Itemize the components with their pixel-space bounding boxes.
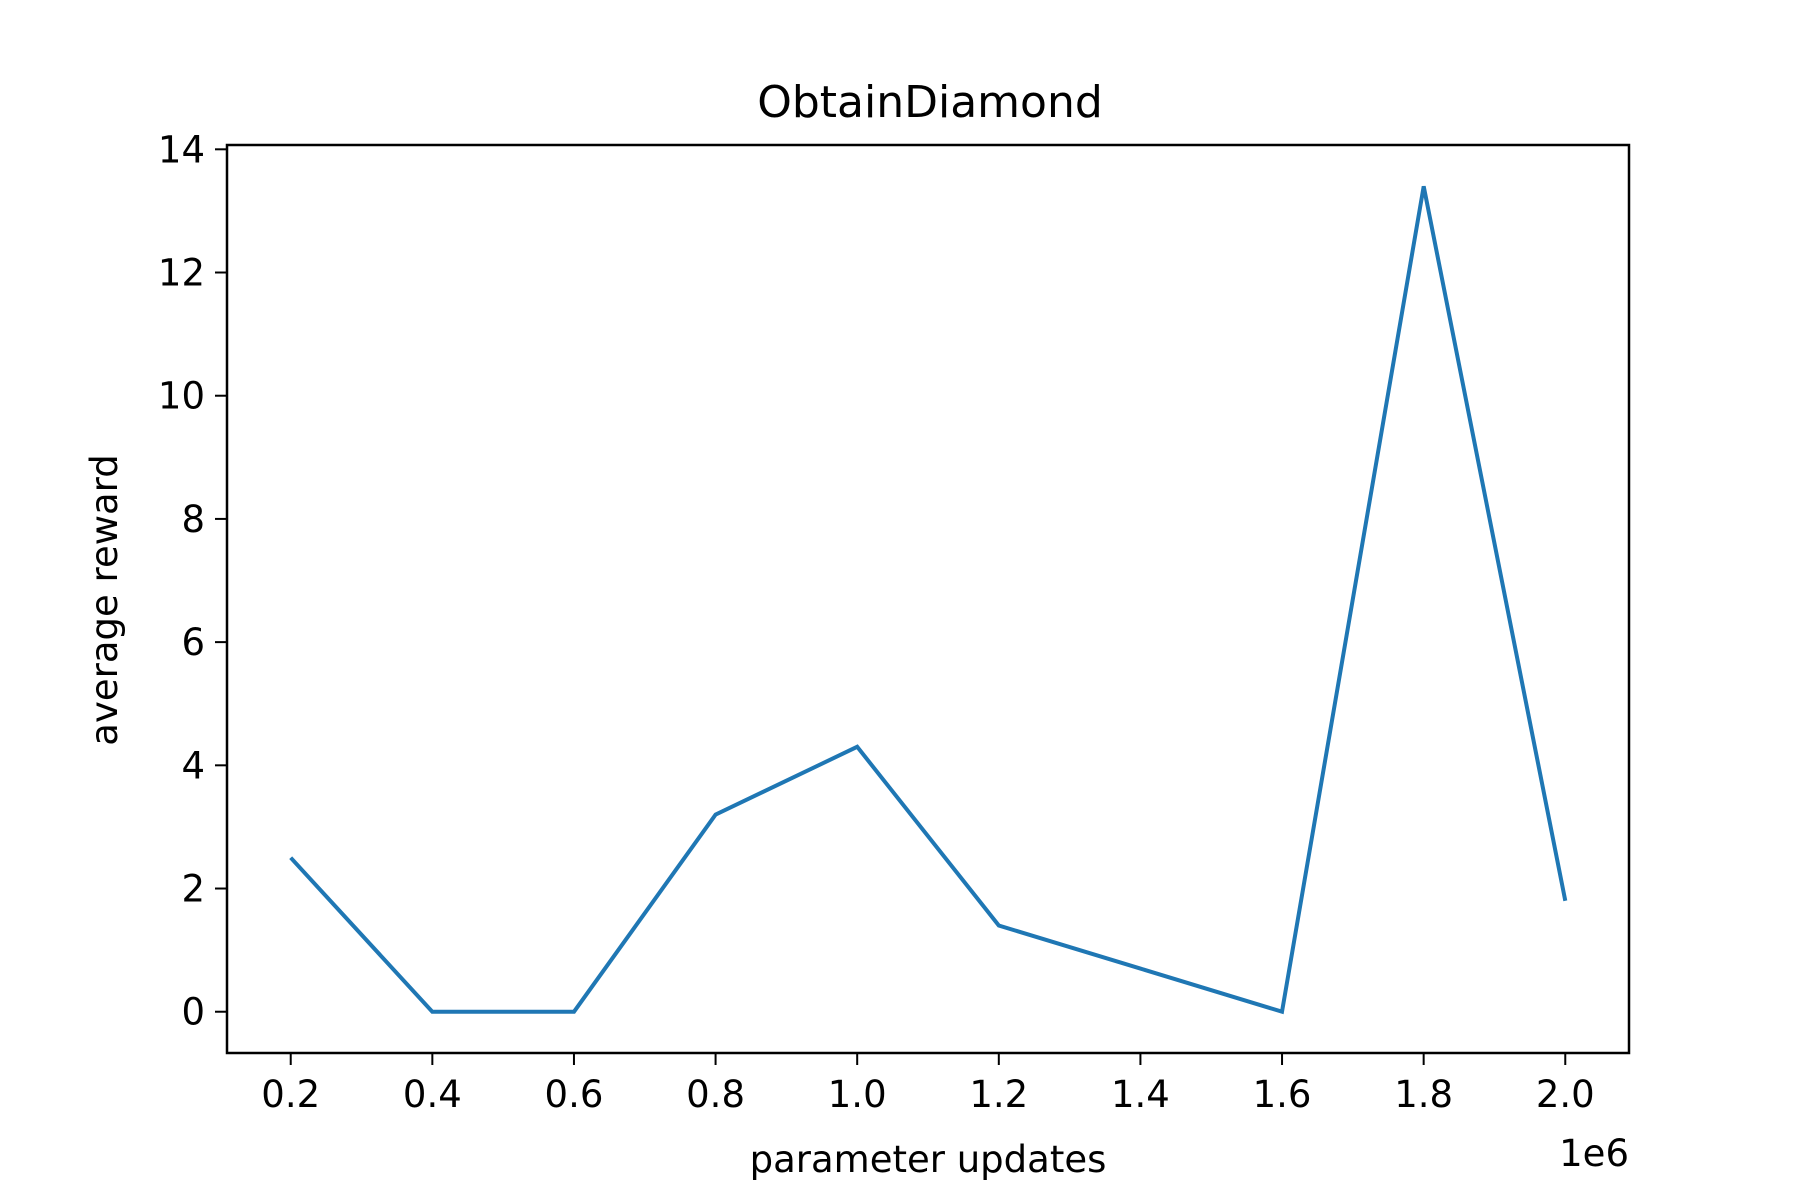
- x-tick-label: 0.6: [545, 1073, 604, 1116]
- x-tick-label: 1.0: [828, 1073, 887, 1116]
- series-layer: [289, 185, 1568, 1015]
- x-tick-label: 0.4: [403, 1073, 462, 1116]
- y-tick-label: 4: [181, 744, 205, 787]
- x-tick-label: 1.4: [1111, 1073, 1170, 1116]
- plot-frame: [225, 143, 1631, 1055]
- y-tick-label: 8: [181, 498, 205, 541]
- x-tick-label: 0.8: [686, 1073, 745, 1116]
- y-axis-label: average reward: [83, 454, 126, 745]
- y-axis-ticks: 0 2 4 6 8 10 12 14: [158, 128, 227, 1034]
- y-tick-label: 0: [181, 991, 205, 1034]
- x-axis-ticks: 0.2 0.4 0.6 0.8 1.0 1.2 1.4 1.6 1.8 2.0: [261, 1053, 1595, 1116]
- y-tick-label: 12: [158, 252, 205, 295]
- y-tick-label: 10: [158, 375, 205, 418]
- x-axis-label: parameter updates: [750, 1138, 1107, 1181]
- y-tick-label: 2: [181, 868, 205, 911]
- x-tick-label: 1.2: [969, 1073, 1028, 1116]
- chart-title: ObtainDiamond: [757, 77, 1103, 128]
- x-tick-label: 1.6: [1253, 1073, 1312, 1116]
- series-line-0: [289, 185, 1568, 1015]
- x-tick-label: 2.0: [1536, 1073, 1595, 1116]
- x-tick-label: 0.2: [261, 1073, 320, 1116]
- x-offset-text: 1e6: [1559, 1132, 1629, 1175]
- y-tick-label: 14: [158, 128, 205, 171]
- y-tick-label: 6: [181, 621, 205, 664]
- x-tick-label: 1.8: [1394, 1073, 1453, 1116]
